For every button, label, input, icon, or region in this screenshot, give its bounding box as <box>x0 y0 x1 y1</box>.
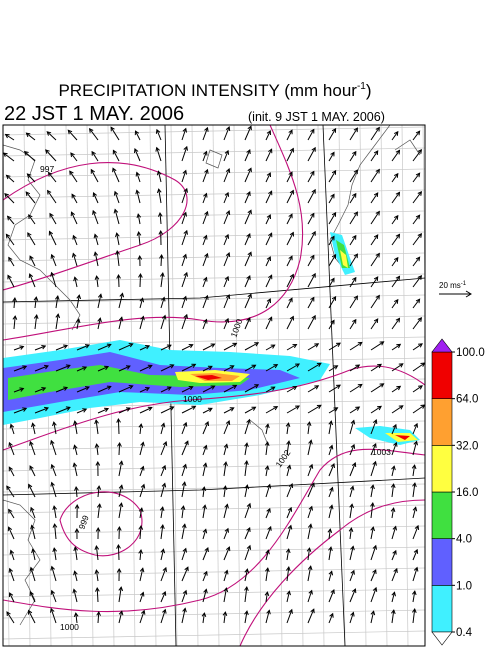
wind-arrow <box>119 443 120 455</box>
colorbar-label: 100.0 <box>456 347 485 359</box>
title-suffix: ) <box>366 81 372 100</box>
colorbar-label: 0.4 <box>456 627 473 639</box>
colorbar-segment <box>432 445 452 492</box>
colorbar-label: 32.0 <box>456 440 478 452</box>
colorbar-label: 4.0 <box>456 534 472 546</box>
wind-arrow <box>118 545 119 560</box>
wind-reference: 20 ms-1 <box>439 281 471 297</box>
map: 997 1000 1000 1002 1003 999 1000 <box>3 125 450 650</box>
svg-text:20 ms-1: 20 ms-1 <box>439 281 467 290</box>
valid-time: 22 JST 1 MAY. 2006 <box>4 103 184 125</box>
wind-reference-text: 20 ms <box>439 281 461 290</box>
colorbar-under <box>432 632 452 645</box>
wind-reference-superscript: -1 <box>461 281 467 287</box>
colorbar-label: 1.0 <box>456 580 472 592</box>
colorbar-label: 16.0 <box>456 487 478 499</box>
title-text: PRECIPITATION INTENSITY (mm hour <box>58 81 357 100</box>
wind-arrow <box>140 274 141 287</box>
isobar-label: 997 <box>40 164 54 174</box>
isobar-label: 1003 <box>372 447 391 457</box>
colorbar-segment <box>432 539 452 586</box>
colorbar-over <box>432 339 452 352</box>
colorbar-label: 64.0 <box>456 394 478 406</box>
colorbar-segment <box>432 585 452 632</box>
colorbar-segment <box>432 352 452 399</box>
colorbar-segment <box>432 492 452 539</box>
wind-arrow <box>118 419 119 434</box>
isobar-label: 1000 <box>183 394 202 404</box>
init-time: (init. 9 JST 1 MAY. 2006) <box>248 110 385 124</box>
title: PRECIPITATION INTENSITY (mm hour-1) <box>58 81 371 100</box>
colorbar-segment <box>432 399 452 446</box>
colorbar: 0.4 1.0 4.0 16.0 32.0 64.0 100.0 <box>432 339 485 645</box>
isobar-label: 1000 <box>60 622 79 632</box>
wind-arrow <box>119 275 120 287</box>
